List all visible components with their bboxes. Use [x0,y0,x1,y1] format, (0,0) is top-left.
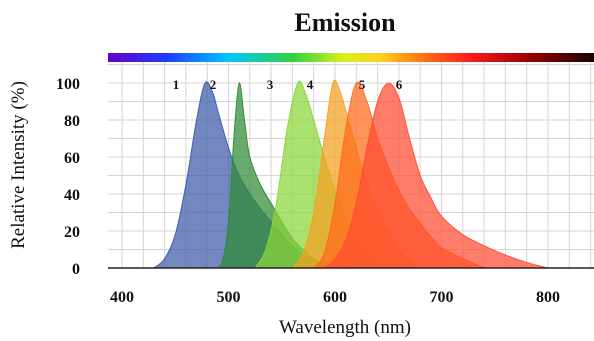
y-axis-label: Relative Intensity (%) [8,81,29,249]
x-tick-label: 600 [323,289,347,306]
peak-label-5: 5 [359,77,366,92]
x-tick-label: 800 [536,289,560,306]
y-tick-label: 20 [64,224,80,241]
x-tick-label: 400 [110,289,134,306]
chart-title: Emission [294,8,396,37]
y-tick-label: 0 [72,261,80,278]
x-tick-label: 700 [430,289,454,306]
spectrum-bar [108,53,594,62]
peak-label-4: 4 [307,77,314,92]
peak-label-2: 2 [210,77,217,92]
peak-label-6: 6 [396,77,403,92]
y-tick-label: 60 [64,150,80,167]
peak-label-1: 1 [173,77,180,92]
x-tick-labels: 400 500 600 700 800 [110,289,560,306]
peak-labels: 1 2 3 4 5 6 [173,77,403,92]
y-tick-label: 80 [64,113,80,130]
peak-label-3: 3 [267,77,274,92]
y-tick-label: 40 [64,187,80,204]
emission-curves [152,79,549,269]
y-tick-label: 100 [56,76,80,93]
y-tick-labels: 0 20 40 60 80 100 [56,76,80,278]
x-tick-label: 500 [217,289,241,306]
x-axis-label: Wavelength (nm) [279,317,411,338]
emission-curve-6 [323,82,549,269]
